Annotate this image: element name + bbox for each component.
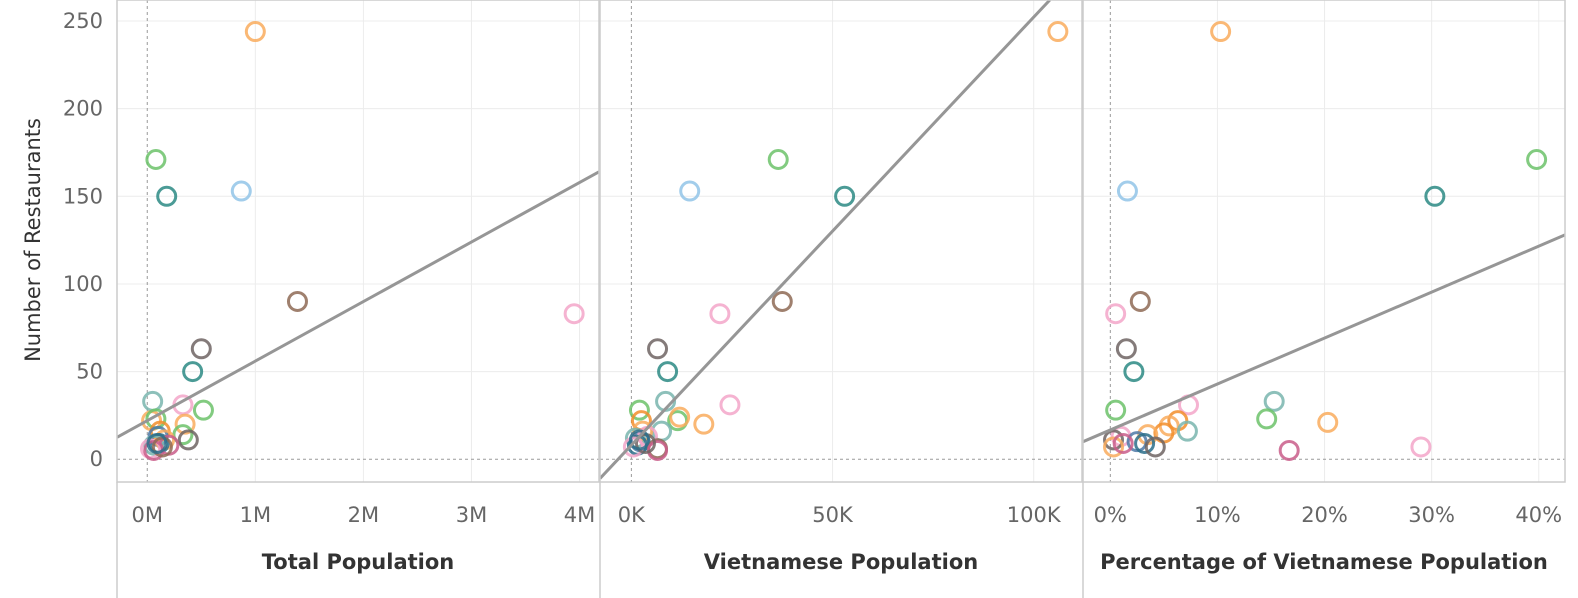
data-point [1047,21,1069,43]
data-point [146,432,168,454]
x-tick-label: 0K [618,503,646,527]
data-point [156,185,178,207]
trend-line [1083,233,1565,444]
data-point [172,424,194,446]
data-point [177,429,199,451]
points-group [600,0,1069,480]
y-axis-label: Number of Restaurants [21,118,45,362]
data-point [693,413,715,435]
data-point [1176,420,1198,442]
data-point [1134,432,1156,454]
x-tick-label: 1M [240,503,271,527]
x-tick-label: 2M [348,503,379,527]
data-point [286,290,308,312]
data-point [647,338,669,360]
x-tick-label: 50K [812,503,854,527]
data-point [628,399,650,421]
points-group [1083,21,1565,461]
panel-2: 0K 50K 100K Vietnamese Population [599,0,1083,574]
data-point [1210,21,1232,43]
data-point [563,303,585,325]
data-point [244,21,266,43]
x-axis-label: Percentage of Vietnamese Population [1100,550,1548,574]
y-tick-label: 150 [63,184,103,208]
x-tick-label: 0% [1094,503,1127,527]
panel-3: 0% 10% 20% 30% 40% Percentage of Vietnamese P… [1082,0,1566,574]
x-axis-label: Total Population [262,550,454,574]
y-tick-label: 100 [63,272,103,296]
y-tick-label: 250 [63,9,103,33]
data-point [1105,399,1127,421]
data-point [1112,432,1134,454]
data-point [1105,303,1127,325]
data-point [1424,185,1446,207]
data-point [1144,436,1166,458]
data-point [1103,429,1125,451]
y-tick-label: 200 [63,97,103,121]
data-point [719,394,741,416]
points-group [117,21,599,461]
x-tick-label: 20% [1301,503,1348,527]
data-point [230,180,252,202]
data-point [1123,361,1145,383]
x-tick-label: 40% [1515,503,1562,527]
data-point [1410,436,1432,458]
x-tick-label: 30% [1408,503,1455,527]
panel-frame [1082,0,1566,483]
x-axis-label: Vietnamese Population [704,550,978,574]
y-tick-label: 50 [76,360,103,384]
data-point [1115,338,1137,360]
data-point [142,390,164,412]
data-point [679,180,701,202]
data-point [1129,290,1151,312]
panel-frame [599,0,1083,483]
data-point [669,406,691,428]
data-point [657,361,679,383]
data-point [1256,408,1278,430]
data-point [1278,439,1300,461]
data-point [1317,411,1339,433]
x-tick-label: 0M [132,503,163,527]
data-point [145,148,167,170]
data-point [834,185,856,207]
data-point [174,413,196,435]
trend-line [117,170,599,439]
y-tick-label: 0 [90,447,103,471]
x-tick-label: 4M [564,503,595,527]
data-point [709,303,731,325]
data-point [771,290,793,312]
data-point [1103,436,1125,458]
y-axis: 0 50 100 150 200 250 [63,9,103,471]
data-point [1116,180,1138,202]
data-point [628,429,650,451]
data-point [1526,148,1548,170]
panel-1: 0M 1M 2M 3M 4M Total Population [116,0,600,574]
panel-frame [116,0,600,483]
data-point [767,148,789,170]
x-tick-label: 10% [1194,503,1241,527]
data-point [192,399,214,421]
chart-panels: 0M 1M 2M 3M 4M Total Population 0K 50K 100K Vietn… [116,0,1566,598]
x-tick-label: 100K [1007,503,1062,527]
data-point [190,338,212,360]
x-tick-label: 3M [456,503,487,527]
data-point [1263,390,1285,412]
trend-line [600,0,1051,480]
data-point [182,361,204,383]
